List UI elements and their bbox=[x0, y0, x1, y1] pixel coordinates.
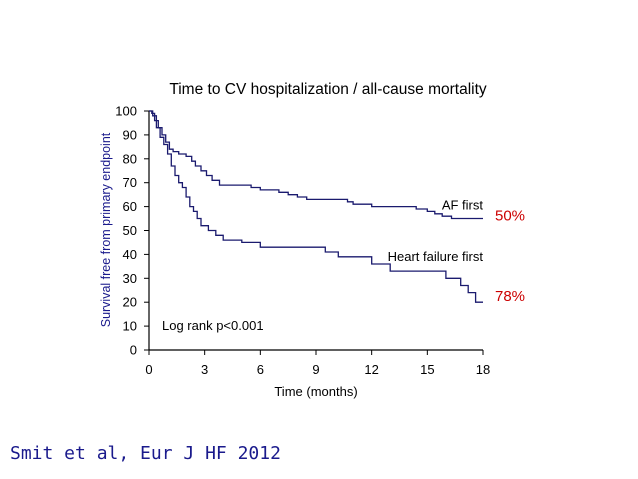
y-axis-label: Survival free from primary endpoint bbox=[99, 132, 113, 327]
x-tick-label: 0 bbox=[145, 362, 152, 377]
x-tick-label: 12 bbox=[364, 362, 378, 377]
x-tick-label: 9 bbox=[312, 362, 319, 377]
series-line-af-first bbox=[149, 110, 483, 220]
y-ticks: 0 10 20 30 40 50 60 70 80 90 100 bbox=[115, 104, 149, 358]
y-tick-label: 20 bbox=[123, 295, 137, 310]
y-tick-label: 0 bbox=[130, 343, 137, 358]
series-end-label: 50% bbox=[495, 208, 525, 225]
log-rank-annotation: Log rank p<0.001 bbox=[162, 318, 264, 333]
citation: Smit et al, Eur J HF 2012 bbox=[10, 443, 281, 464]
x-ticks: 0 3 6 9 12 15 18 bbox=[145, 350, 490, 377]
x-tick-label: 15 bbox=[420, 362, 434, 377]
x-tick-label: 18 bbox=[476, 362, 490, 377]
y-tick-label: 50 bbox=[123, 223, 137, 238]
series-lines bbox=[149, 110, 483, 303]
x-axis-label: Time (months) bbox=[274, 384, 357, 399]
axes bbox=[148, 111, 483, 351]
chart-title: Time to CV hospitalization / all-cause m… bbox=[169, 81, 487, 98]
y-tick-label: 60 bbox=[123, 199, 137, 214]
series-end-label: 78% bbox=[495, 288, 525, 305]
series-line-heart-failure-first bbox=[149, 110, 483, 303]
series-labels: AF first 50% Heart failure first 78% bbox=[388, 198, 525, 306]
x-tick-label: 6 bbox=[257, 362, 264, 377]
y-tick-label: 10 bbox=[123, 319, 137, 334]
y-tick-label: 80 bbox=[123, 151, 137, 166]
series-name-label: AF first bbox=[442, 198, 484, 213]
y-tick-label: 100 bbox=[115, 104, 137, 119]
y-tick-label: 30 bbox=[123, 271, 137, 286]
x-tick-label: 3 bbox=[201, 362, 208, 377]
y-tick-label: 70 bbox=[123, 175, 137, 190]
y-tick-label: 40 bbox=[123, 247, 137, 262]
y-tick-label: 90 bbox=[123, 127, 137, 142]
series-name-label: Heart failure first bbox=[388, 249, 484, 264]
